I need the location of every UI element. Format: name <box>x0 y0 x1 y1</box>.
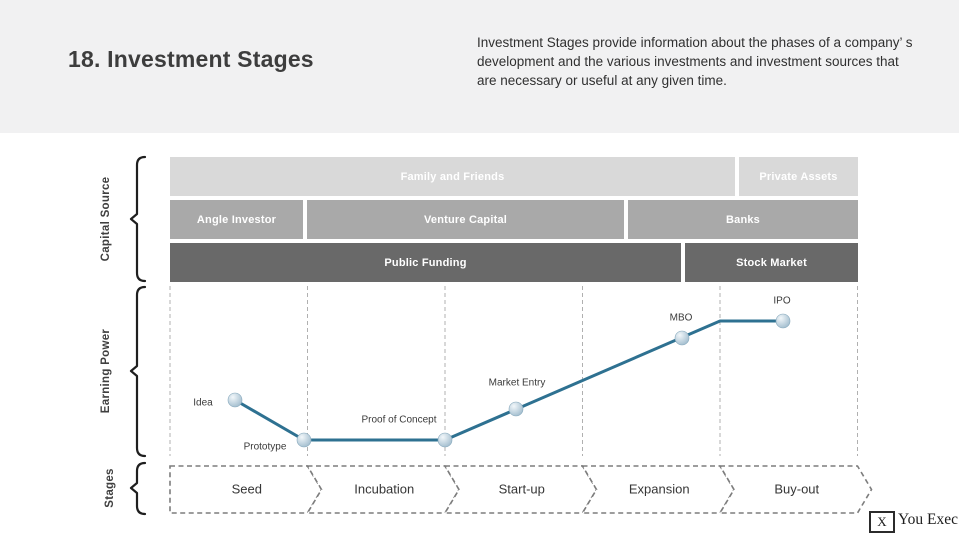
data-point <box>227 392 243 408</box>
capital-source-bar: Angle Investor <box>170 200 303 239</box>
slide-header-band <box>0 0 959 133</box>
data-point <box>674 330 690 346</box>
milestone-label: MBO <box>669 312 693 324</box>
rail-label-capital-source: Capital Source <box>100 176 112 262</box>
data-point <box>296 432 312 448</box>
curly-brace-earning-power <box>129 285 147 458</box>
capital-source-bar: Stock Market <box>685 243 858 282</box>
capital-source-bar: Banks <box>628 200 858 239</box>
rail-label-earning-power: Earning Power <box>100 328 112 414</box>
data-point <box>437 432 453 448</box>
stage-label: Start-up <box>498 481 545 497</box>
data-point <box>508 401 524 417</box>
capital-source-bar: Family and Friends <box>170 157 735 196</box>
capital-source-bar: Private Assets <box>739 157 858 196</box>
data-point <box>775 313 791 329</box>
capital-source-bar: Venture Capital <box>307 200 624 239</box>
stage-label: Seed <box>231 481 262 497</box>
capital-source-bar: Public Funding <box>170 243 681 282</box>
stage-label: Incubation <box>354 481 415 497</box>
milestone-label: Idea <box>193 397 213 409</box>
rail-label-stages: Stages <box>104 468 116 508</box>
milestone-label: IPO <box>773 295 791 307</box>
you-exec-logo-name: You Exec <box>898 511 958 528</box>
stage-label: Expansion <box>628 481 690 497</box>
milestone-label: Prototype <box>243 441 287 453</box>
stage-label: Buy-out <box>774 481 820 497</box>
slide-description: Investment Stages provide information ab… <box>477 35 913 88</box>
curly-brace-stages <box>129 461 147 516</box>
milestone-label: Proof of Concept <box>361 414 437 426</box>
curly-brace-capital-source <box>129 155 147 283</box>
milestone-label: Market Entry <box>488 377 546 389</box>
you-exec-logo-mark: X <box>869 511 895 533</box>
page-title: 18. Investment Stages <box>68 46 314 72</box>
